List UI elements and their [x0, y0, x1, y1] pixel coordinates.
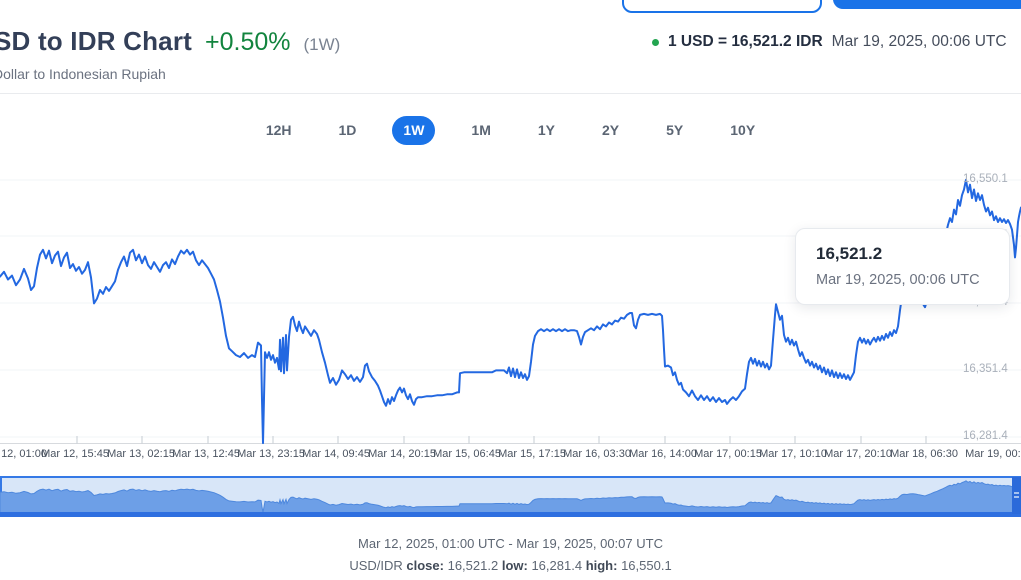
- header-divider: [0, 93, 1021, 94]
- ohlc-summary: USD/IDR close: 16,521.2 low: 16,281.4 hi…: [0, 558, 1021, 573]
- range-selector: 12H 1D 1W 1M 1Y 2Y 5Y 10Y: [0, 116, 1021, 146]
- range-button-1d[interactable]: 1D: [338, 122, 357, 138]
- price-line: [0, 178, 1021, 445]
- x-axis-label: Mar 17, 00:15: [694, 448, 762, 460]
- high-value: 16,550.1: [621, 558, 672, 573]
- tooltip-timestamp: Mar 19, 2025, 00:06 UTC: [816, 272, 980, 288]
- price-change-percent: +0.50%: [205, 28, 291, 56]
- chart-header: SD to IDR Chart +0.50% (1W): [0, 26, 340, 57]
- range-button-10y[interactable]: 10Y: [730, 122, 756, 138]
- x-axis-label: Mar 18, 06:30: [890, 448, 958, 460]
- x-axis-label: Mar 12, 15:45: [41, 448, 109, 460]
- partial-filled-button[interactable]: [833, 0, 1021, 9]
- range-button-1w[interactable]: 1W: [392, 116, 436, 146]
- page-title: SD to IDR Chart: [0, 26, 192, 56]
- quote-timestamp: Mar 19, 2025, 00:06 UTC: [831, 33, 1007, 50]
- x-axis-label: Mar 17, 10:10: [759, 448, 827, 460]
- x-axis-label: Mar 15, 06:45: [433, 448, 501, 460]
- change-period-label: (1W): [303, 35, 341, 54]
- date-range-text: Mar 12, 2025, 01:00 UTC - Mar 19, 2025, …: [358, 536, 663, 551]
- x-axis-label: Mar 13, 23:15: [237, 448, 305, 460]
- range-button-1y[interactable]: 1Y: [537, 122, 555, 138]
- range-button-5y[interactable]: 5Y: [666, 122, 684, 138]
- pair-label: USD/IDR: [349, 558, 403, 573]
- range-button-2y[interactable]: 2Y: [602, 122, 620, 138]
- x-axis-label: Mar 16, 14:00: [629, 448, 697, 460]
- exchange-rate-text: 1 USD = 16,521.2 IDR: [668, 33, 823, 50]
- navigator-handle[interactable]: [1012, 477, 1021, 514]
- live-quote: 1 USD = 16,521.2 IDR Mar 19, 2025, 00:06…: [652, 33, 1007, 51]
- y-axis-label: 16,351.4: [963, 363, 1008, 375]
- navigator-area: [0, 480, 1021, 514]
- partial-outlined-button[interactable]: [622, 0, 822, 13]
- low-value: 16,281.4: [531, 558, 583, 573]
- low-label: low:: [501, 558, 528, 573]
- y-axis-label: 16,281.4: [963, 430, 1008, 442]
- live-indicator-dot: [652, 38, 659, 46]
- tooltip-value: 16,521.2: [816, 244, 883, 263]
- high-label: high:: [585, 558, 618, 573]
- close-label: close:: [406, 558, 444, 573]
- page-subtitle: Dollar to Indonesian Rupiah: [0, 66, 166, 82]
- close-value: 16,521.2: [447, 558, 499, 573]
- x-axis-label: Mar 16, 03:30: [563, 448, 631, 460]
- chart-tooltip: 16,521.2 Mar 19, 2025, 00:06 UTC: [795, 228, 1010, 305]
- chart-summary: Mar 12, 2025, 01:00 UTC - Mar 19, 2025, …: [0, 536, 1021, 573]
- x-axis-label: Mar 19, 00:07: [965, 448, 1021, 460]
- x-axis-label: Mar 13, 02:15: [107, 448, 175, 460]
- x-axis-label: Mar 12, 01:00: [0, 448, 47, 460]
- x-axis-label: Mar 17, 20:10: [824, 448, 892, 460]
- y-axis-label: 16,550.1: [963, 173, 1008, 185]
- navigator-bottom-bar: [0, 512, 1021, 517]
- x-axis-label: Mar 14, 20:15: [368, 448, 436, 460]
- range-button-1m[interactable]: 1M: [471, 122, 491, 138]
- x-axis-label: Mar 14, 09:45: [302, 448, 370, 460]
- x-axis-label: Mar 15, 17:15: [498, 448, 566, 460]
- range-button-12h[interactable]: 12H: [265, 122, 292, 138]
- x-axis-label: Mar 13, 12:45: [172, 448, 240, 460]
